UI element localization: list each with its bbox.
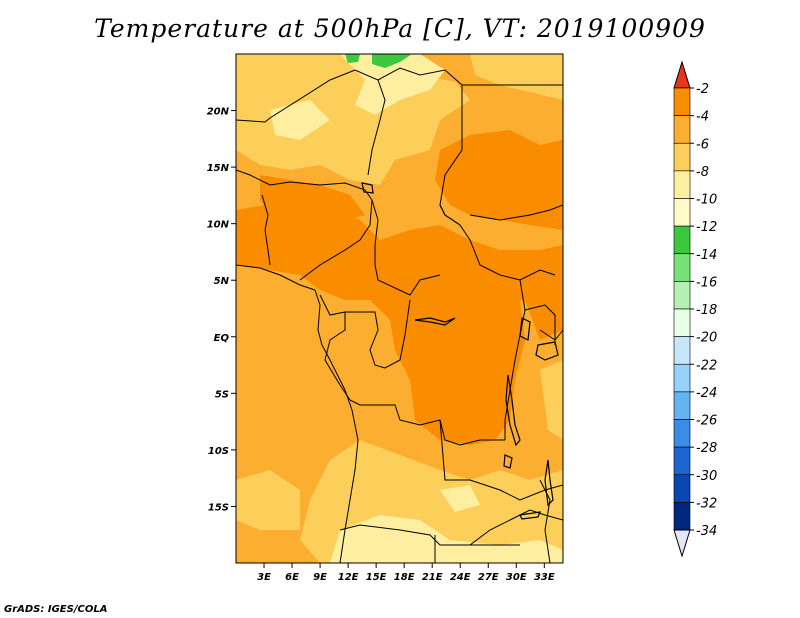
- colorbar-label: -4: [696, 110, 709, 125]
- colorbar-swatch: [674, 88, 690, 116]
- colorbar: -2 -4 -6 -8 -10 -12 -14 -16 -18 -20 -22 -24 -26 -28 -3…: [674, 62, 717, 556]
- lon-tick-label: 18E: [394, 572, 415, 583]
- colorbar-label: -32: [696, 496, 717, 511]
- lat-tick-label: 5N: [214, 276, 230, 287]
- lon-tick-label: 21E: [422, 572, 443, 583]
- colorbar-label: -14: [696, 248, 717, 263]
- colorbar-swatch: [674, 309, 690, 337]
- lat-tick-label: 15S: [208, 502, 229, 513]
- latitude-axis: 20N 15N 10N 5N EQ 5S 10S 15S: [207, 107, 236, 514]
- colorbar-label: -2: [696, 82, 709, 97]
- colorbar-swatch: [674, 254, 690, 282]
- colorbar-swatch: [674, 447, 690, 475]
- colorbar-bottom-arrow: [674, 530, 690, 556]
- colorbar-swatch: [674, 392, 690, 420]
- lat-tick-label: 10S: [208, 446, 229, 457]
- colorbar-label: -10: [696, 193, 717, 208]
- lon-tick-label: 24E: [450, 572, 471, 583]
- lat-tick-label: 15N: [207, 163, 230, 174]
- lat-tick-label: 5S: [215, 389, 229, 400]
- colorbar-label: -18: [696, 303, 717, 318]
- colorbar-swatch: [674, 171, 690, 199]
- lon-tick-label: 27E: [478, 572, 499, 583]
- colorbar-top-arrow: [674, 62, 690, 88]
- colorbar-swatch: [674, 502, 690, 530]
- lon-tick-label: 6E: [285, 572, 299, 583]
- colorbar-label: -8: [696, 165, 709, 180]
- colorbar-label: -22: [696, 358, 717, 373]
- longitude-axis: 3E 6E 9E 12E 15E 18E 21E 24E 27E 30E 33E: [257, 563, 555, 583]
- lon-tick-label: 9E: [313, 572, 327, 583]
- lon-tick-label: 12E: [338, 572, 359, 583]
- colorbar-label: -28: [696, 441, 717, 456]
- colorbar-label: -24: [696, 386, 717, 401]
- lon-tick-label: 33E: [534, 572, 555, 583]
- grads-credit: GrADS: IGES/COLA: [4, 604, 107, 615]
- colorbar-swatch: [674, 281, 690, 309]
- colorbar-swatch: [674, 116, 690, 144]
- lon-tick-label: 30E: [506, 572, 527, 583]
- colorbar-label: -20: [696, 331, 717, 346]
- colorbar-label: -12: [696, 220, 717, 235]
- map-figure: 20N 15N 10N 5N EQ 5S 10S 15S 3E 6E 9E 12E 15E 18E 21E…: [0, 0, 800, 618]
- colorbar-swatch: [674, 199, 690, 227]
- colorbar-swatch: [674, 420, 690, 448]
- colorbar-label: -34: [696, 524, 717, 539]
- temperature-field: [236, 54, 563, 563]
- colorbar-label: -26: [696, 414, 717, 429]
- lon-tick-label: 3E: [257, 572, 271, 583]
- lat-tick-label: 10N: [207, 220, 230, 231]
- lat-tick-label: 20N: [207, 107, 230, 118]
- colorbar-label: -6: [696, 137, 709, 152]
- colorbar-swatch: [674, 337, 690, 365]
- colorbar-swatch: [674, 364, 690, 392]
- lon-tick-label: 15E: [366, 572, 387, 583]
- lat-tick-label: EQ: [214, 333, 230, 344]
- colorbar-swatch: [674, 226, 690, 254]
- colorbar-swatch: [674, 475, 690, 503]
- colorbar-label: -16: [696, 275, 717, 290]
- colorbar-label: -30: [696, 469, 717, 484]
- colorbar-swatch: [674, 143, 690, 171]
